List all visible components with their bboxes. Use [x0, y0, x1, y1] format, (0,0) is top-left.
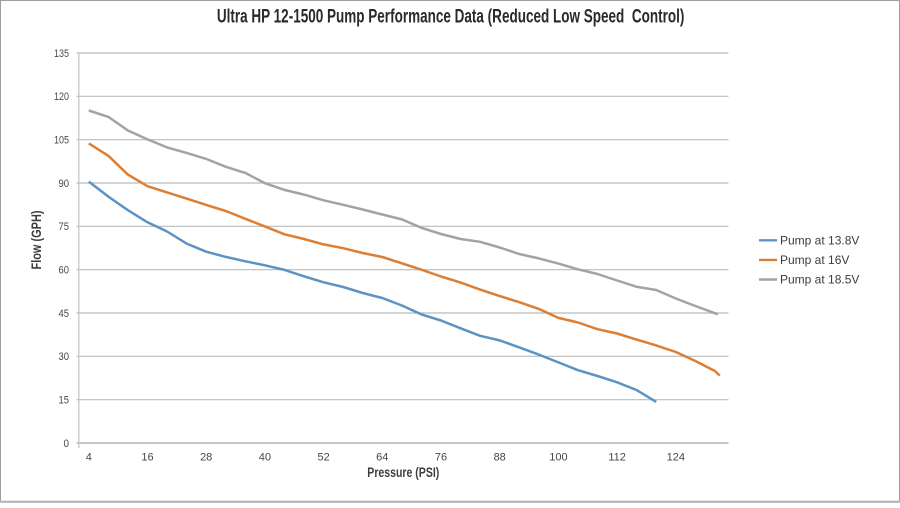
svg-text:15: 15: [59, 395, 70, 407]
svg-text:75: 75: [59, 221, 70, 233]
svg-text:90: 90: [59, 178, 70, 190]
svg-text:45: 45: [59, 308, 70, 320]
svg-text:112: 112: [608, 451, 626, 463]
svg-text:52: 52: [317, 451, 329, 463]
svg-text:60: 60: [59, 265, 70, 277]
svg-text:88: 88: [494, 451, 506, 463]
svg-text:Pump at 13.8V: Pump at 13.8V: [780, 233, 859, 247]
svg-text:Pump at 16V: Pump at 16V: [780, 253, 849, 267]
svg-text:28: 28: [200, 451, 212, 463]
svg-text:40: 40: [259, 451, 271, 463]
svg-text:124: 124: [667, 451, 685, 463]
svg-text:135: 135: [54, 48, 69, 60]
svg-text:Flow (GPH): Flow (GPH): [29, 211, 44, 270]
svg-text:76: 76: [435, 451, 447, 463]
svg-text:0: 0: [64, 438, 70, 450]
svg-text:30: 30: [59, 351, 70, 363]
svg-text:Ultra HP 12-1500 Pump Performa: Ultra HP 12-1500 Pump Performance Data (…: [217, 6, 685, 27]
svg-text:100: 100: [549, 451, 567, 463]
svg-text:64: 64: [376, 451, 388, 463]
svg-text:105: 105: [54, 135, 69, 147]
svg-text:16: 16: [141, 451, 153, 463]
svg-text:Pressure (PSI): Pressure (PSI): [367, 465, 439, 480]
svg-text:120: 120: [54, 91, 69, 103]
svg-text:Pump at 18.5V: Pump at 18.5V: [780, 273, 859, 287]
svg-text:4: 4: [86, 451, 92, 463]
